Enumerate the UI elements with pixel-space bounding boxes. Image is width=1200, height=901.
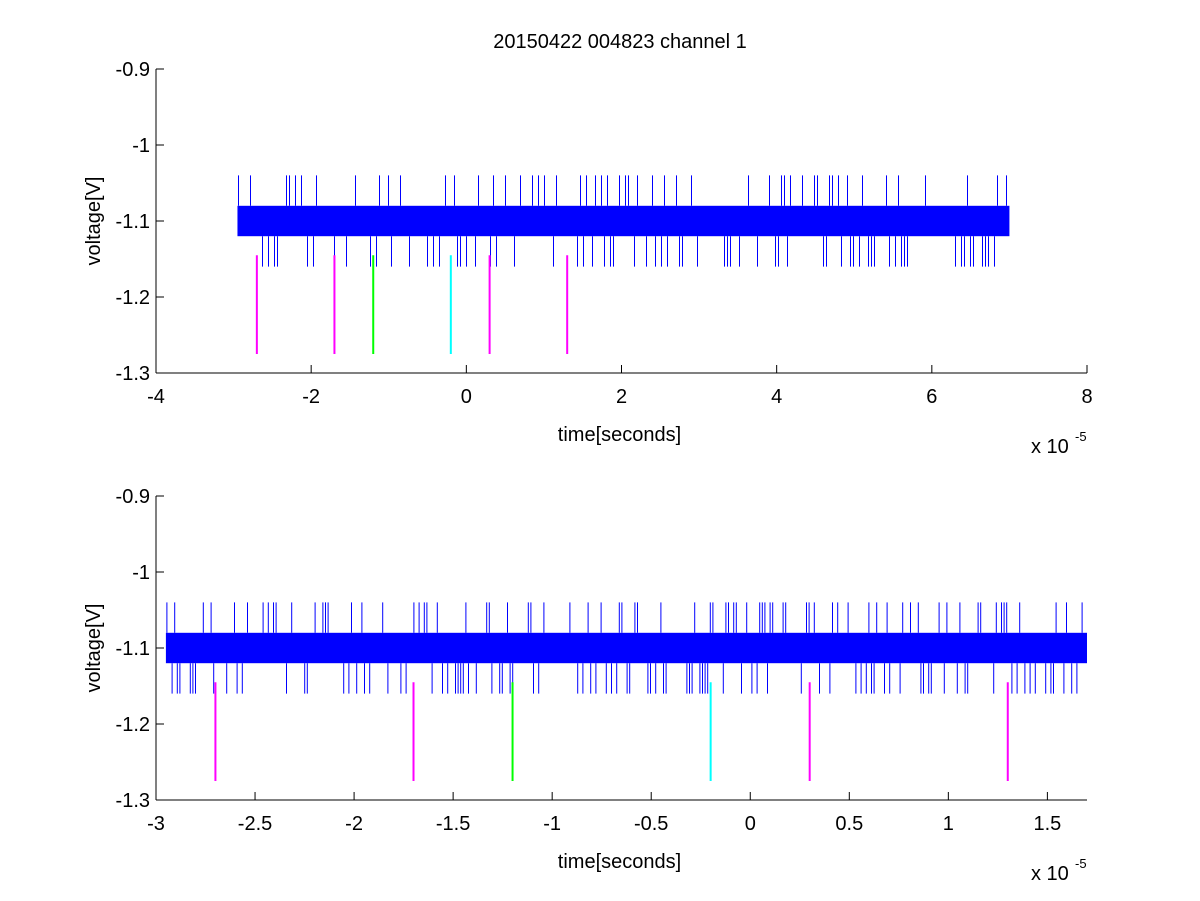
y-tick-label: -1.1 (116, 638, 150, 660)
signal-trace (165, 602, 1088, 694)
x-tick-label: -2 (345, 813, 363, 835)
y-tick-label: -1.3 (116, 363, 150, 385)
y-tick-label: -1.3 (116, 790, 150, 812)
x-tick-label: 6 (926, 386, 937, 408)
signal-band (165, 632, 1088, 664)
y-tick-label: -1.1 (116, 211, 150, 233)
x-tick-label: 4 (771, 386, 782, 408)
y-tick-label: -1.2 (116, 714, 150, 736)
x-axis-label: time[seconds] (558, 851, 681, 873)
y-tick-label: -1 (132, 562, 150, 584)
x-multiplier: x 10 (1031, 863, 1069, 885)
x-tick-label: -3 (147, 813, 165, 835)
chart-title: 20150422 004823 channel 1 (493, 31, 747, 53)
x-tick-label: -2.5 (238, 813, 272, 835)
signal-trace (237, 175, 1010, 267)
x-tick-label: -1 (543, 813, 561, 835)
x-tick-label: 0 (461, 386, 472, 408)
y-tick-label: -0.9 (116, 486, 150, 508)
y-tick-label: -1 (132, 135, 150, 157)
top-plot: -0.9 -1 -1.1 -1.2 -1.3-4 -2 0 2 4 6 8 time[seconds]… (83, 59, 1093, 458)
signal-band (237, 205, 1010, 237)
x-multiplier: x 10 (1031, 436, 1069, 458)
y-axis-label: voltage[V] (83, 177, 105, 266)
x-tick-label: 1.5 (1033, 813, 1061, 835)
y-tick-label: -1.2 (116, 287, 150, 309)
x-tick-label: 0 (745, 813, 756, 835)
x-tick-label: 1 (943, 813, 954, 835)
x-axis-label: time[seconds] (558, 424, 681, 446)
x-tick-label: 0.5 (835, 813, 863, 835)
bottom-plot: -0.9 -1 -1.1 -1.2 -1.3-3 -2.5 -2 -1.5 -1 -0.5 0 0.5… (83, 486, 1088, 885)
y-axis-label: voltage[V] (83, 604, 105, 693)
x-tick-label: 2 (616, 386, 627, 408)
x-tick-label: 8 (1081, 386, 1092, 408)
x-multiplier-exponent: -5 (1075, 429, 1087, 444)
x-tick-label: -0.5 (634, 813, 668, 835)
y-tick-label: -0.9 (116, 59, 150, 81)
x-tick-label: -2 (302, 386, 320, 408)
x-multiplier-exponent: -5 (1075, 856, 1087, 871)
x-tick-label: -4 (147, 386, 165, 408)
x-tick-label: -1.5 (436, 813, 470, 835)
